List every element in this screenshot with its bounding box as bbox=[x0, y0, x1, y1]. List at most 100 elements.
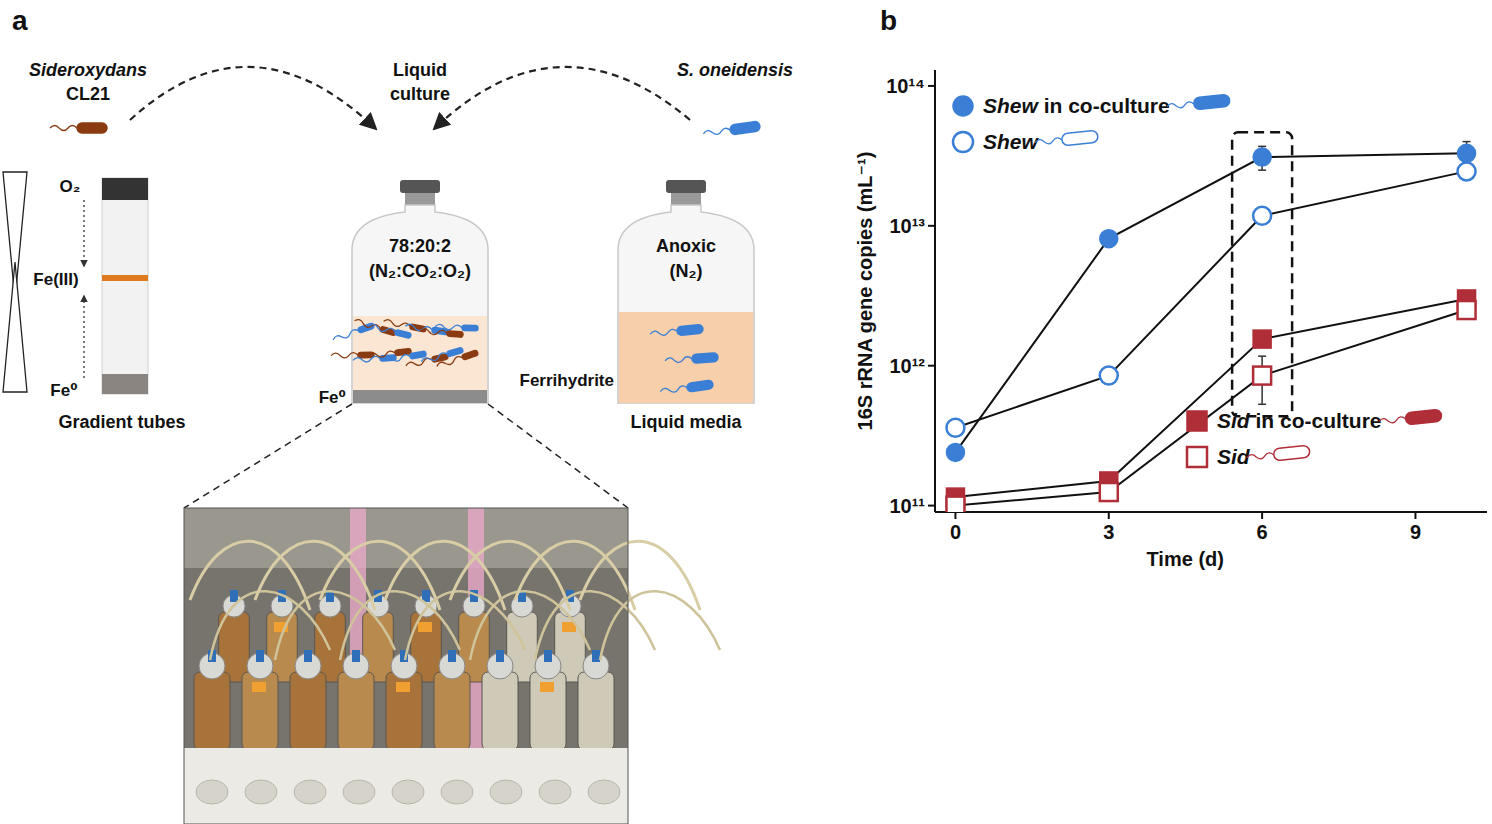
rack-hole bbox=[343, 780, 375, 804]
y-tick bbox=[928, 505, 935, 507]
flagellum bbox=[1379, 416, 1406, 424]
legend-marker bbox=[1187, 411, 1207, 431]
bacterium-icon bbox=[436, 350, 478, 369]
x-tick-label: 3 bbox=[1103, 521, 1114, 543]
gas-mix: (N₂) bbox=[670, 261, 703, 281]
bacterium-icon bbox=[660, 380, 714, 396]
photo-background bbox=[184, 508, 628, 824]
cell-body bbox=[395, 329, 412, 338]
photo-frame bbox=[184, 508, 628, 824]
photo-tubing bbox=[600, 591, 720, 660]
x-tick bbox=[954, 512, 956, 519]
substrate-label: Fe⁰ bbox=[319, 388, 346, 407]
photo-bottle bbox=[482, 672, 518, 750]
plot-area bbox=[946, 142, 1475, 512]
legend-marker bbox=[953, 96, 973, 116]
legend-marker bbox=[953, 132, 973, 152]
tube-cap bbox=[102, 178, 148, 200]
cell-body bbox=[1193, 94, 1230, 110]
photo-tubing bbox=[535, 591, 655, 660]
rack-hole bbox=[196, 780, 228, 804]
bacterium-icon bbox=[50, 123, 107, 133]
photo-label bbox=[418, 622, 432, 632]
y-tick bbox=[928, 365, 935, 367]
cell-body bbox=[1273, 445, 1310, 461]
cell-body bbox=[410, 351, 427, 359]
data-point bbox=[1253, 207, 1271, 225]
background bbox=[0, 0, 1492, 824]
diagram-title: Liquid bbox=[393, 60, 447, 80]
legend: Sid in co-cultureSid bbox=[1187, 409, 1442, 468]
panel-label: a bbox=[12, 5, 28, 36]
cell-body bbox=[687, 380, 714, 392]
highlight-box bbox=[1232, 132, 1292, 416]
legend-label-part: Sid bbox=[1217, 409, 1251, 432]
diagram-title: culture bbox=[390, 84, 450, 104]
y-tick-label: 10¹¹ bbox=[889, 495, 925, 517]
cell-body bbox=[729, 121, 760, 135]
photo-label bbox=[540, 682, 554, 692]
bacterium-icon bbox=[368, 323, 411, 339]
photo-valve bbox=[352, 650, 360, 662]
bacterium-icon bbox=[405, 354, 448, 369]
photo-bottle bbox=[434, 672, 470, 750]
data-point bbox=[1100, 367, 1118, 385]
cell-body bbox=[677, 324, 704, 335]
panel-label: b bbox=[880, 5, 897, 36]
cell-body bbox=[462, 350, 479, 360]
gradient-tube bbox=[102, 178, 148, 394]
legend-label: Sid in co-culture bbox=[1217, 409, 1382, 432]
data-point bbox=[1458, 144, 1476, 162]
x-tick bbox=[1414, 512, 1416, 519]
flagellum bbox=[383, 354, 410, 364]
flagellum bbox=[353, 356, 380, 363]
legend-marker bbox=[1187, 447, 1207, 467]
transfer-arrow bbox=[130, 67, 375, 128]
gradient-arrow bbox=[83, 296, 84, 378]
flagellum bbox=[660, 385, 687, 394]
photo-valve bbox=[448, 650, 456, 662]
x-tick bbox=[1108, 512, 1110, 519]
fe0-layer bbox=[353, 390, 487, 403]
caption: Gradient tubes bbox=[58, 412, 185, 432]
flagellum bbox=[665, 356, 692, 363]
flagellum bbox=[650, 329, 677, 337]
series-line bbox=[955, 153, 1466, 452]
cell-body bbox=[1061, 130, 1098, 146]
photo-valve bbox=[544, 650, 552, 662]
cell-body bbox=[462, 325, 478, 331]
cell-body bbox=[447, 347, 464, 357]
photo-valve bbox=[496, 650, 504, 662]
x-axis-label: Time (d) bbox=[1147, 548, 1224, 570]
gradient-arrow bbox=[83, 200, 84, 266]
bacterium-icon bbox=[1034, 130, 1098, 149]
x-tick bbox=[1261, 512, 1263, 519]
flagellum bbox=[331, 353, 358, 358]
photo-bottle bbox=[578, 672, 614, 750]
cell-body bbox=[395, 348, 412, 355]
x-axis-line bbox=[935, 511, 1487, 513]
legend-label-part: co-culture bbox=[1062, 94, 1169, 117]
data-point bbox=[1253, 148, 1271, 166]
flagellum bbox=[50, 126, 77, 131]
data-point bbox=[1458, 301, 1476, 319]
caption: Liquid media bbox=[630, 412, 742, 432]
photo-bottle bbox=[338, 672, 374, 750]
data-point bbox=[1100, 230, 1118, 248]
photo bbox=[184, 508, 720, 824]
organism-name: Sideroxydans bbox=[29, 60, 147, 80]
bacterium-icon bbox=[703, 121, 761, 139]
y-tick-label: 10¹² bbox=[889, 355, 925, 377]
bacterium-icon bbox=[665, 353, 718, 365]
bacterium-icon bbox=[1246, 445, 1310, 464]
x-tick-label: 6 bbox=[1257, 521, 1268, 543]
error-bar-cap bbox=[1258, 146, 1266, 148]
legend-label: Shew bbox=[983, 130, 1040, 153]
bottle-neck bbox=[405, 193, 435, 205]
photo-tubing bbox=[405, 591, 525, 660]
y-axis-line bbox=[934, 70, 936, 512]
series-line bbox=[955, 171, 1466, 427]
rack-hole bbox=[539, 780, 571, 804]
rack-hole bbox=[294, 780, 326, 804]
error-bar-cap bbox=[1258, 355, 1266, 357]
